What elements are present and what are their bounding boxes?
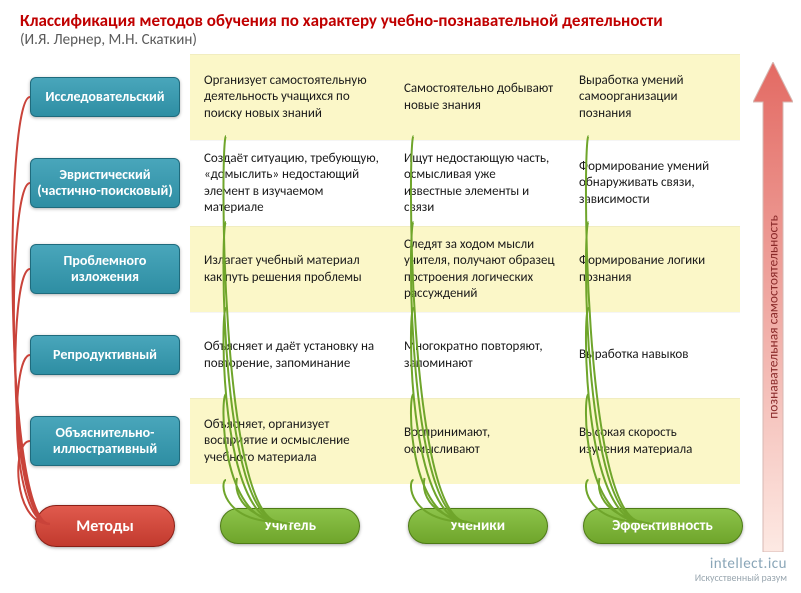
watermark: intellect.icu Искусственный разум	[695, 556, 787, 584]
effect-cell: Формирование умений обнаруживать связи, …	[565, 141, 740, 226]
method-box: Репродуктивный	[30, 335, 180, 375]
classification-grid: Исследовательский Организует самостоятел…	[20, 54, 740, 484]
effect-cell: Выработка умений самоорганизации познани…	[565, 55, 740, 140]
teacher-cell: Организует самостоятельную деятельность …	[190, 55, 390, 140]
method-box: Эвристический (частично-поисковый)	[30, 158, 180, 208]
students-cell: Воспринимают, осмысливают	[390, 399, 565, 484]
effect-cell: Формирование логики познания	[565, 227, 740, 312]
students-cell: Многократно повторяют, запоминают	[390, 313, 565, 398]
teacher-cell: Объясняет и даёт установку на повторение…	[190, 313, 390, 398]
page-title: Классификация методов обучения по характ…	[20, 10, 781, 31]
students-cell: Самостоятельно добывают новые знания	[390, 55, 565, 140]
page-subtitle: (И.Я. Лернер, М.Н. Скаткин)	[20, 31, 781, 49]
method-box: Объяснительно-иллюстративный	[30, 416, 180, 466]
table-row: Эвристический (частично-поисковый) Созда…	[20, 140, 740, 226]
students-pill: Ученики	[408, 508, 548, 544]
table-row: Проблемного изложения Излагает учебный м…	[20, 226, 740, 312]
students-cell: Ищут недостающую часть, осмысливая уже и…	[390, 141, 565, 226]
method-box: Исследовательский	[30, 77, 180, 117]
teacher-cell: Излагает учебный материал как путь решен…	[190, 227, 390, 312]
effect-cell: Высокая скорость изучения материала	[565, 399, 740, 484]
methods-pill: Методы	[35, 505, 175, 547]
teacher-cell: Объясняет, организует восприятие и осмыс…	[190, 399, 390, 484]
students-cell: Следят за ходом мысли учителя, получают …	[390, 227, 565, 312]
teacher-cell: Создаёт ситуацию, требующую, «домыслить»…	[190, 141, 390, 226]
independence-arrow: познавательная самостоятельность	[753, 62, 793, 552]
table-row: Репродуктивный Объясняет и даёт установк…	[20, 312, 740, 398]
footer-row: Методы Учитель Ученики Эффективность	[20, 502, 760, 550]
effect-pill: Эффективность	[583, 508, 743, 544]
method-box: Проблемного изложения	[30, 244, 180, 294]
arrow-label: познавательная самостоятельность	[765, 215, 782, 419]
watermark-line1: intellect.icu	[695, 556, 787, 573]
effect-cell: Выработка навыков	[565, 313, 740, 398]
table-row: Исследовательский Организует самостоятел…	[20, 54, 740, 140]
table-row: Объяснительно-иллюстративный Объясняет, …	[20, 398, 740, 484]
watermark-line2: Искусственный разум	[695, 572, 787, 583]
teacher-pill: Учитель	[220, 508, 360, 544]
